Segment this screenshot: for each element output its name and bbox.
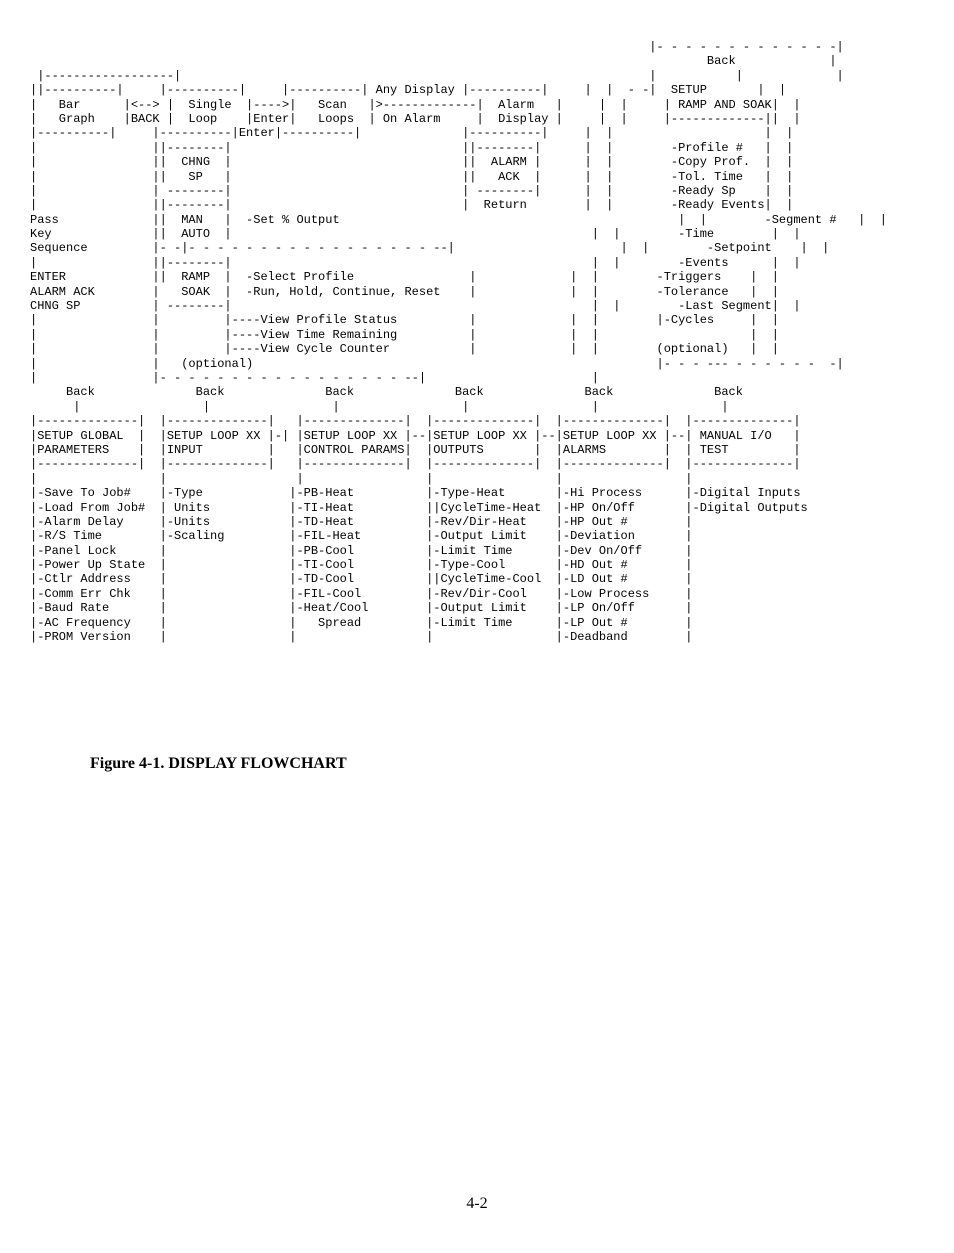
page-number: 4-2 [30,1194,924,1213]
figure-caption: Figure 4-1. DISPLAY FLOWCHART [90,754,924,773]
display-flowchart-ascii: |- - - - - - - - - - - - -| Back | |----… [30,40,924,644]
